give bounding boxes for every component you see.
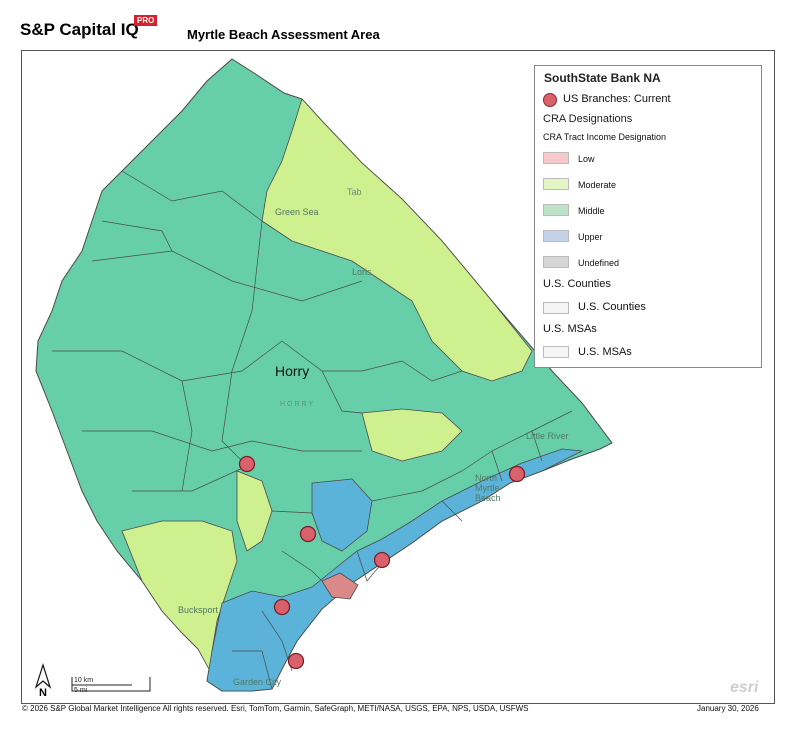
legend-label-undefined: Undefined (578, 258, 620, 268)
upper-tract (311, 478, 373, 552)
place-label-bucksport: Bucksport (178, 605, 219, 615)
scale-bar-graphic (71, 677, 151, 692)
county-faint-label: HORRY (280, 401, 316, 408)
legend-label-moderate: Moderate (578, 180, 617, 190)
branch-marker[interactable] (508, 465, 526, 483)
low-tract (321, 572, 359, 600)
place-label-north-myrtle-beach: North Myrtle Beach (475, 473, 501, 503)
legend-bank-title: SouthState Bank NA (544, 71, 661, 85)
map-title: Myrtle Beach Assessment Area (187, 27, 380, 42)
legend-label-upper: Upper (578, 232, 603, 242)
scale-mi-label: 5 mi (74, 687, 88, 694)
branch-marker[interactable] (238, 455, 256, 473)
place-label-loris: Loris (352, 267, 372, 277)
map-legend[interactable]: SouthState Bank NA US Branches: Current … (534, 65, 762, 368)
legend-label-middle: Middle (578, 206, 605, 216)
brand-logo: S&P Capital IQ (20, 20, 139, 39)
moderate-tract (361, 408, 463, 462)
moderate-tract (261, 98, 533, 382)
branch-marker[interactable] (287, 652, 305, 670)
place-label-little-river: Little River (526, 431, 569, 441)
footer-date: January 30, 2026 (697, 704, 759, 713)
legend-cra-title: CRA Designations (543, 113, 633, 125)
scale-km-label: 10 km (74, 677, 94, 684)
place-label-green-sea: Green Sea (275, 207, 319, 217)
legend-swatch-moderate (543, 178, 569, 190)
map-canvas[interactable] (22, 51, 774, 703)
legend-cra-subtitle: CRA Tract Income Designation (543, 132, 667, 142)
branch-legend-icon (543, 93, 557, 107)
legend-swatch-msas (543, 346, 569, 358)
branch-marker[interactable] (299, 525, 317, 543)
legend-swatch-undefined (543, 256, 569, 268)
legend-swatch-low (543, 152, 569, 164)
legend-swatch-upper (543, 230, 569, 242)
county-label: Horry (275, 363, 310, 379)
legend-label-counties: U.S. Counties (578, 301, 646, 313)
scale-bar: 10 km 5 mi (68, 671, 152, 695)
upper-tract (206, 448, 584, 692)
esri-watermark: esri (730, 679, 759, 696)
place-label-garden-city: Garden City (233, 677, 282, 687)
north-arrow-label: N (39, 687, 47, 699)
legend-label-low: Low (578, 154, 595, 164)
north-arrow: N (32, 663, 54, 699)
branch-markers[interactable] (238, 455, 526, 670)
tract-boundaries (52, 170, 573, 690)
legend-msas-title: U.S. MSAs (543, 323, 597, 335)
legend-label-msas: U.S. MSAs (578, 346, 632, 358)
moderate-tract (121, 520, 238, 673)
legend-counties-title: U.S. Counties (543, 278, 611, 290)
legend-swatch-counties (543, 302, 569, 314)
legend-swatch-middle (543, 204, 569, 216)
map-frame[interactable]: Horry HORRY Green Sea Loris Tab Little R… (21, 50, 775, 704)
moderate-tract (236, 470, 273, 552)
branch-marker[interactable] (373, 551, 391, 569)
branch-marker[interactable] (273, 598, 291, 616)
legend-branches-label: US Branches: Current (563, 93, 671, 105)
brand-pro-badge: PRO (134, 15, 158, 26)
footer-copyright: © 2026 S&P Global Market Intelligence Al… (22, 704, 529, 713)
place-label-tab: Tab (347, 187, 362, 197)
north-arrow-icon (34, 663, 52, 689)
